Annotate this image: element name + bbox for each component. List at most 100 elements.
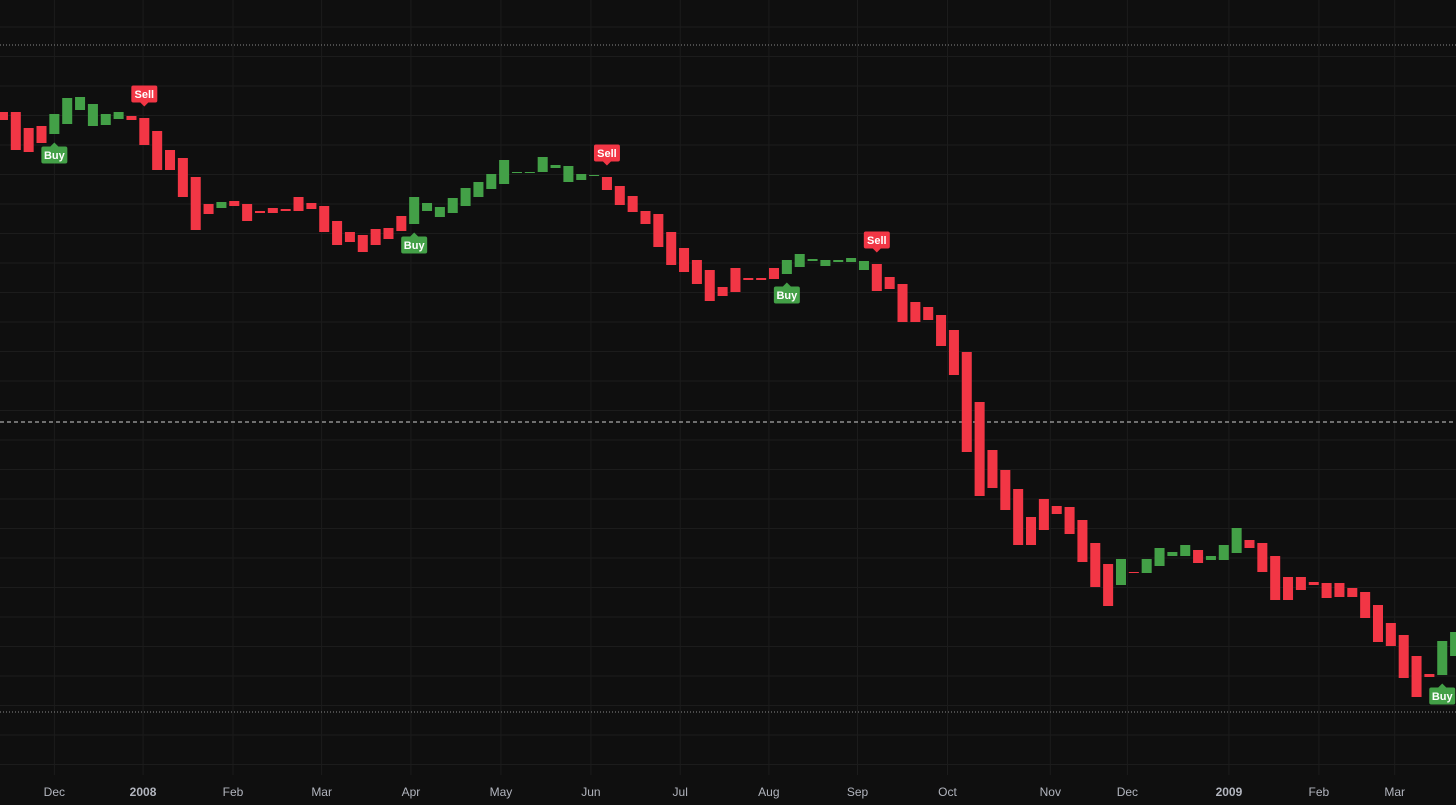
signal-marker: Sell — [593, 144, 620, 166]
candle-body — [422, 203, 433, 211]
candle-body — [1090, 543, 1101, 587]
candle-body — [1154, 548, 1165, 566]
candle-body — [589, 175, 600, 176]
candle-body — [794, 254, 805, 267]
candle-body — [306, 203, 317, 209]
candle-body — [858, 261, 869, 270]
candle-body — [383, 228, 394, 239]
signal-marker: Buy — [401, 232, 428, 254]
candle-body — [357, 235, 368, 252]
signal-box — [593, 144, 620, 162]
candle-body — [473, 182, 484, 197]
candle-body — [833, 260, 844, 262]
candle-body — [190, 177, 201, 230]
candle-body — [743, 278, 754, 280]
candle-body — [344, 232, 355, 242]
candle-body — [396, 216, 407, 231]
signal-pointer — [602, 161, 611, 166]
candle-body — [524, 172, 535, 173]
x-tick-label: May — [490, 785, 513, 799]
candle-body — [691, 260, 702, 284]
candle-body — [1141, 559, 1152, 573]
candle-body — [537, 157, 548, 172]
candle-body — [550, 165, 561, 168]
candle-body — [884, 277, 895, 289]
candle-body — [332, 221, 343, 245]
candle-body — [1064, 507, 1075, 534]
candle-body — [1270, 556, 1281, 600]
x-tick-label: Feb — [1309, 785, 1330, 799]
signal-marker: Buy — [41, 142, 68, 164]
candle-body — [627, 196, 638, 212]
candle-body — [1398, 635, 1409, 678]
candle-body — [62, 98, 73, 124]
candle-body — [601, 177, 612, 190]
signal-marker: Buy — [1429, 683, 1456, 705]
candle-body — [1103, 564, 1114, 606]
candle-body — [1038, 499, 1049, 530]
candle-body — [1437, 641, 1448, 675]
candle-body — [0, 112, 8, 120]
candle-body — [216, 202, 227, 208]
candle-body — [1295, 577, 1306, 590]
signal-marker: Sell — [131, 85, 158, 107]
candle-body — [23, 128, 34, 152]
candle-body — [203, 204, 214, 214]
candle-body — [948, 330, 959, 375]
candle-body — [897, 284, 908, 322]
candle-body — [10, 112, 21, 150]
candle-body — [679, 248, 690, 272]
candle-body — [1283, 577, 1294, 600]
candle-body — [1218, 545, 1229, 560]
candle-body — [614, 186, 625, 205]
candle-body — [1424, 674, 1435, 677]
signal-pointer — [410, 232, 419, 237]
candle-body — [267, 208, 278, 213]
candle-body — [1077, 520, 1088, 562]
candle-body — [100, 114, 111, 125]
candle-body — [409, 197, 420, 224]
signal-label: Buy — [1432, 691, 1454, 703]
x-tick-label: Oct — [938, 785, 957, 799]
signal-box — [41, 146, 68, 164]
signal-box — [131, 85, 158, 103]
x-tick-label: 2009 — [1216, 785, 1243, 799]
candle-body — [242, 204, 253, 221]
x-tick-label: 2008 — [130, 785, 157, 799]
candle-body — [666, 232, 677, 265]
candle-body — [576, 174, 587, 180]
x-tick-label: Jul — [673, 785, 688, 799]
candle-body — [1167, 552, 1178, 556]
candle-body — [1180, 545, 1191, 556]
candle-body — [1385, 623, 1396, 646]
signal-label: Buy — [404, 240, 426, 252]
candle-body — [1000, 470, 1011, 510]
signal-label: Sell — [867, 235, 887, 247]
candle-body — [293, 197, 304, 211]
candle-body — [871, 264, 882, 291]
candle-body — [1347, 588, 1358, 597]
candle-body — [730, 268, 741, 292]
candle-body — [1205, 556, 1216, 560]
candle-body — [1257, 543, 1268, 572]
signal-label: Sell — [597, 148, 617, 160]
candle-body — [563, 166, 574, 182]
candle-body — [126, 116, 137, 120]
x-tick-label: Nov — [1040, 785, 1061, 799]
signal-marker: Sell — [863, 231, 890, 253]
candle-body — [1013, 489, 1024, 545]
candle-body — [36, 126, 47, 143]
signal-pointer — [140, 102, 149, 107]
candle-body — [319, 206, 330, 232]
candle-body — [75, 97, 86, 110]
time-axis — [0, 775, 1456, 805]
signal-pointer — [1438, 683, 1447, 688]
candle-body — [87, 104, 98, 126]
x-tick-label: Dec — [1117, 785, 1138, 799]
candle-body — [1051, 506, 1062, 514]
candle-body — [280, 209, 291, 211]
candle-body — [1321, 583, 1332, 598]
x-tick-label: Mar — [1384, 785, 1405, 799]
